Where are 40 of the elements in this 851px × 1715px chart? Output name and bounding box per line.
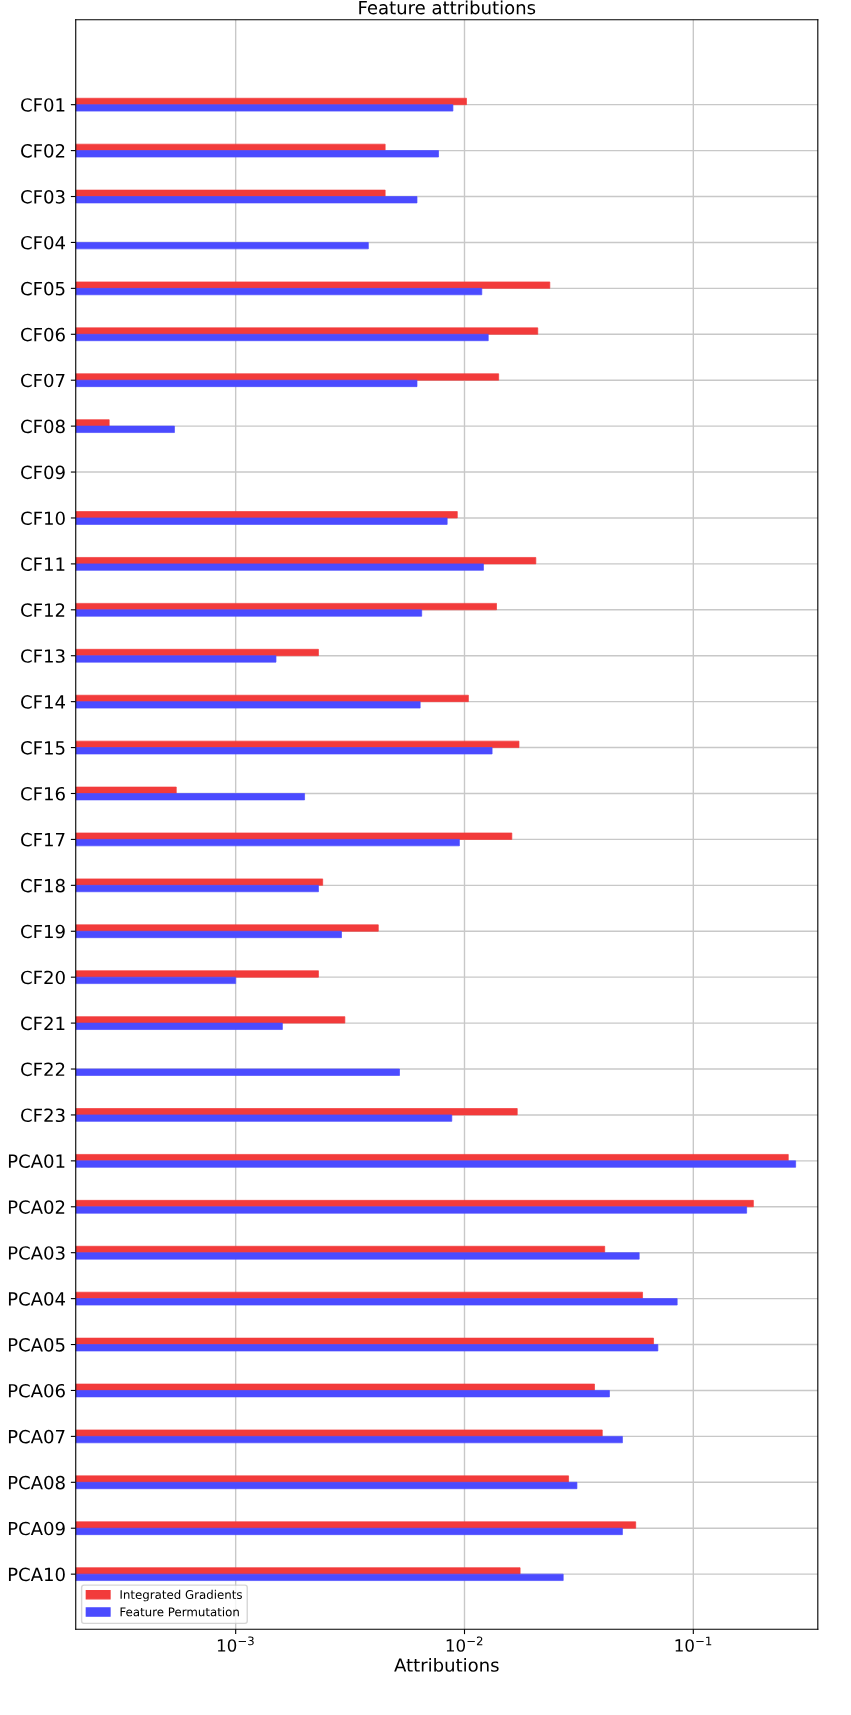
chart-title: Feature attributions [359, 0, 536, 15]
y-tick-label: CF10 [21, 511, 65, 526]
x-tick-label: 10$^{−3}$ [217, 1636, 254, 1652]
y-tick-label: PCA02 [8, 1200, 65, 1214]
y-tick-label: CF06 [21, 327, 65, 342]
y-tick-label: PCA05 [8, 1338, 65, 1352]
y-tick-label: PCA04 [8, 1292, 65, 1306]
y-tick-label: CF02 [21, 144, 65, 158]
y-tick-label: CF18 [21, 878, 65, 893]
x-tick-label: 10$^{−2}$ [446, 1636, 483, 1652]
y-tick-label: CF07 [21, 373, 65, 388]
y-tick-label: CF09 [21, 465, 65, 480]
y-tick-label: CF15 [21, 741, 65, 755]
y-tick-label: CF03 [21, 189, 65, 204]
y-tick-label: CF01 [21, 98, 65, 112]
y-tick-label: CF14 [21, 695, 65, 709]
y-tick-label: CF13 [21, 649, 65, 663]
y-tick-label: PCA01 [8, 1154, 65, 1168]
x-tick-label: 10$^{−1}$ [675, 1636, 712, 1652]
x-axis-title: Attributions [394, 1657, 499, 1672]
y-tick-label: CF04 [21, 235, 65, 250]
y-tick-label: CF19 [21, 924, 65, 939]
y-tick-label: CF21 [21, 1016, 65, 1031]
y-tick-label: CF05 [21, 281, 65, 296]
y-tick-label: CF11 [21, 557, 65, 571]
y-tick-label: CF17 [21, 832, 65, 847]
y-tick-label: PCA03 [8, 1246, 65, 1260]
y-tick-label: PCA10 [8, 1567, 65, 1582]
y-tick-label: PCA08 [8, 1475, 65, 1490]
y-tick-label: CF23 [21, 1108, 65, 1123]
y-tick-label: CF22 [21, 1062, 65, 1077]
y-tick-label: CF16 [21, 786, 65, 801]
y-tick-label: CF08 [21, 419, 65, 434]
y-tick-label: PCA06 [8, 1383, 65, 1398]
legend-label: Integrated Gradients [120, 1589, 242, 1602]
y-tick-label: PCA07 [8, 1429, 65, 1444]
legend-label: Feature Permutation [120, 1607, 239, 1617]
y-tick-label: CF20 [21, 970, 65, 985]
y-tick-label: CF12 [21, 603, 65, 617]
y-tick-label: PCA09 [8, 1521, 65, 1536]
